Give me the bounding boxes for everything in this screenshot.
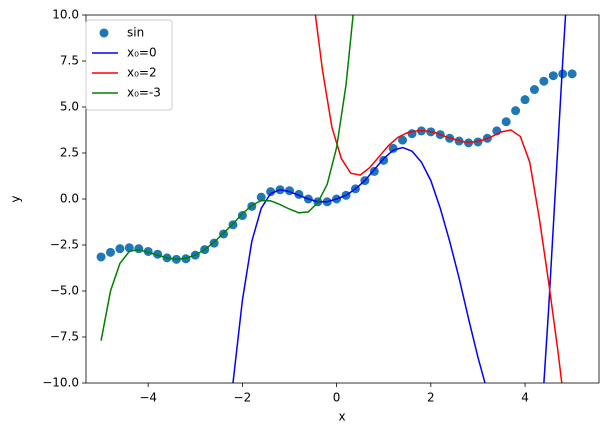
y-tick-label: 10.0 [52,8,79,22]
y-tick-label: −2.5 [50,238,79,252]
legend: sin x₀=0 x₀=2 x₀=-3 [85,19,173,111]
scatter-point [548,71,558,81]
y-tick-label: 0.0 [60,192,79,206]
line [232,15,567,383]
y-tick-label: −7.5 [50,330,79,344]
legend-label: sin [127,26,144,40]
y-tick-label: 7.5 [60,54,79,68]
legend-frame [85,19,173,111]
scatter-point [379,155,389,165]
y-tick-label: 2.5 [60,146,79,160]
x-tick-label: 0 [333,391,341,405]
scatter-point [501,117,511,127]
scatter-point [520,95,530,105]
scatter-point [134,244,144,254]
legend-label: x₀=0 [127,46,157,60]
x-tick-label: −2 [234,391,252,405]
scatter-point [388,143,398,153]
y-tick-label: −5.0 [50,284,79,298]
y-tick-label: −10.0 [42,376,79,390]
scatter-point [237,211,247,221]
scatter-point [96,252,106,262]
x-tick-label: −4 [139,391,157,405]
y-tick-label: 5.0 [60,100,79,114]
x-tick-label: 4 [521,391,529,405]
scatter-point [464,138,474,148]
legend-label: x₀=2 [127,66,157,80]
y-axis-label: y [9,195,23,202]
scatter-point [511,106,521,116]
scatter-point [473,137,483,147]
scatter-point [115,244,125,254]
line [314,15,563,383]
line [100,15,354,341]
scatter-point [369,166,379,176]
scatter-point [398,135,408,145]
legend-marker [99,28,109,38]
plot-area [96,15,577,383]
x-axis-label: x [338,410,345,424]
scatter-point [539,76,549,86]
x-tick-label: 2 [427,391,435,405]
scatter-point [256,192,266,202]
scatter-point [124,243,134,253]
scatter-point [529,85,539,95]
scatter-point [567,69,577,79]
scatter-point [266,187,276,197]
scatter-point [105,247,115,257]
legend-label: x₀=-3 [127,86,161,100]
